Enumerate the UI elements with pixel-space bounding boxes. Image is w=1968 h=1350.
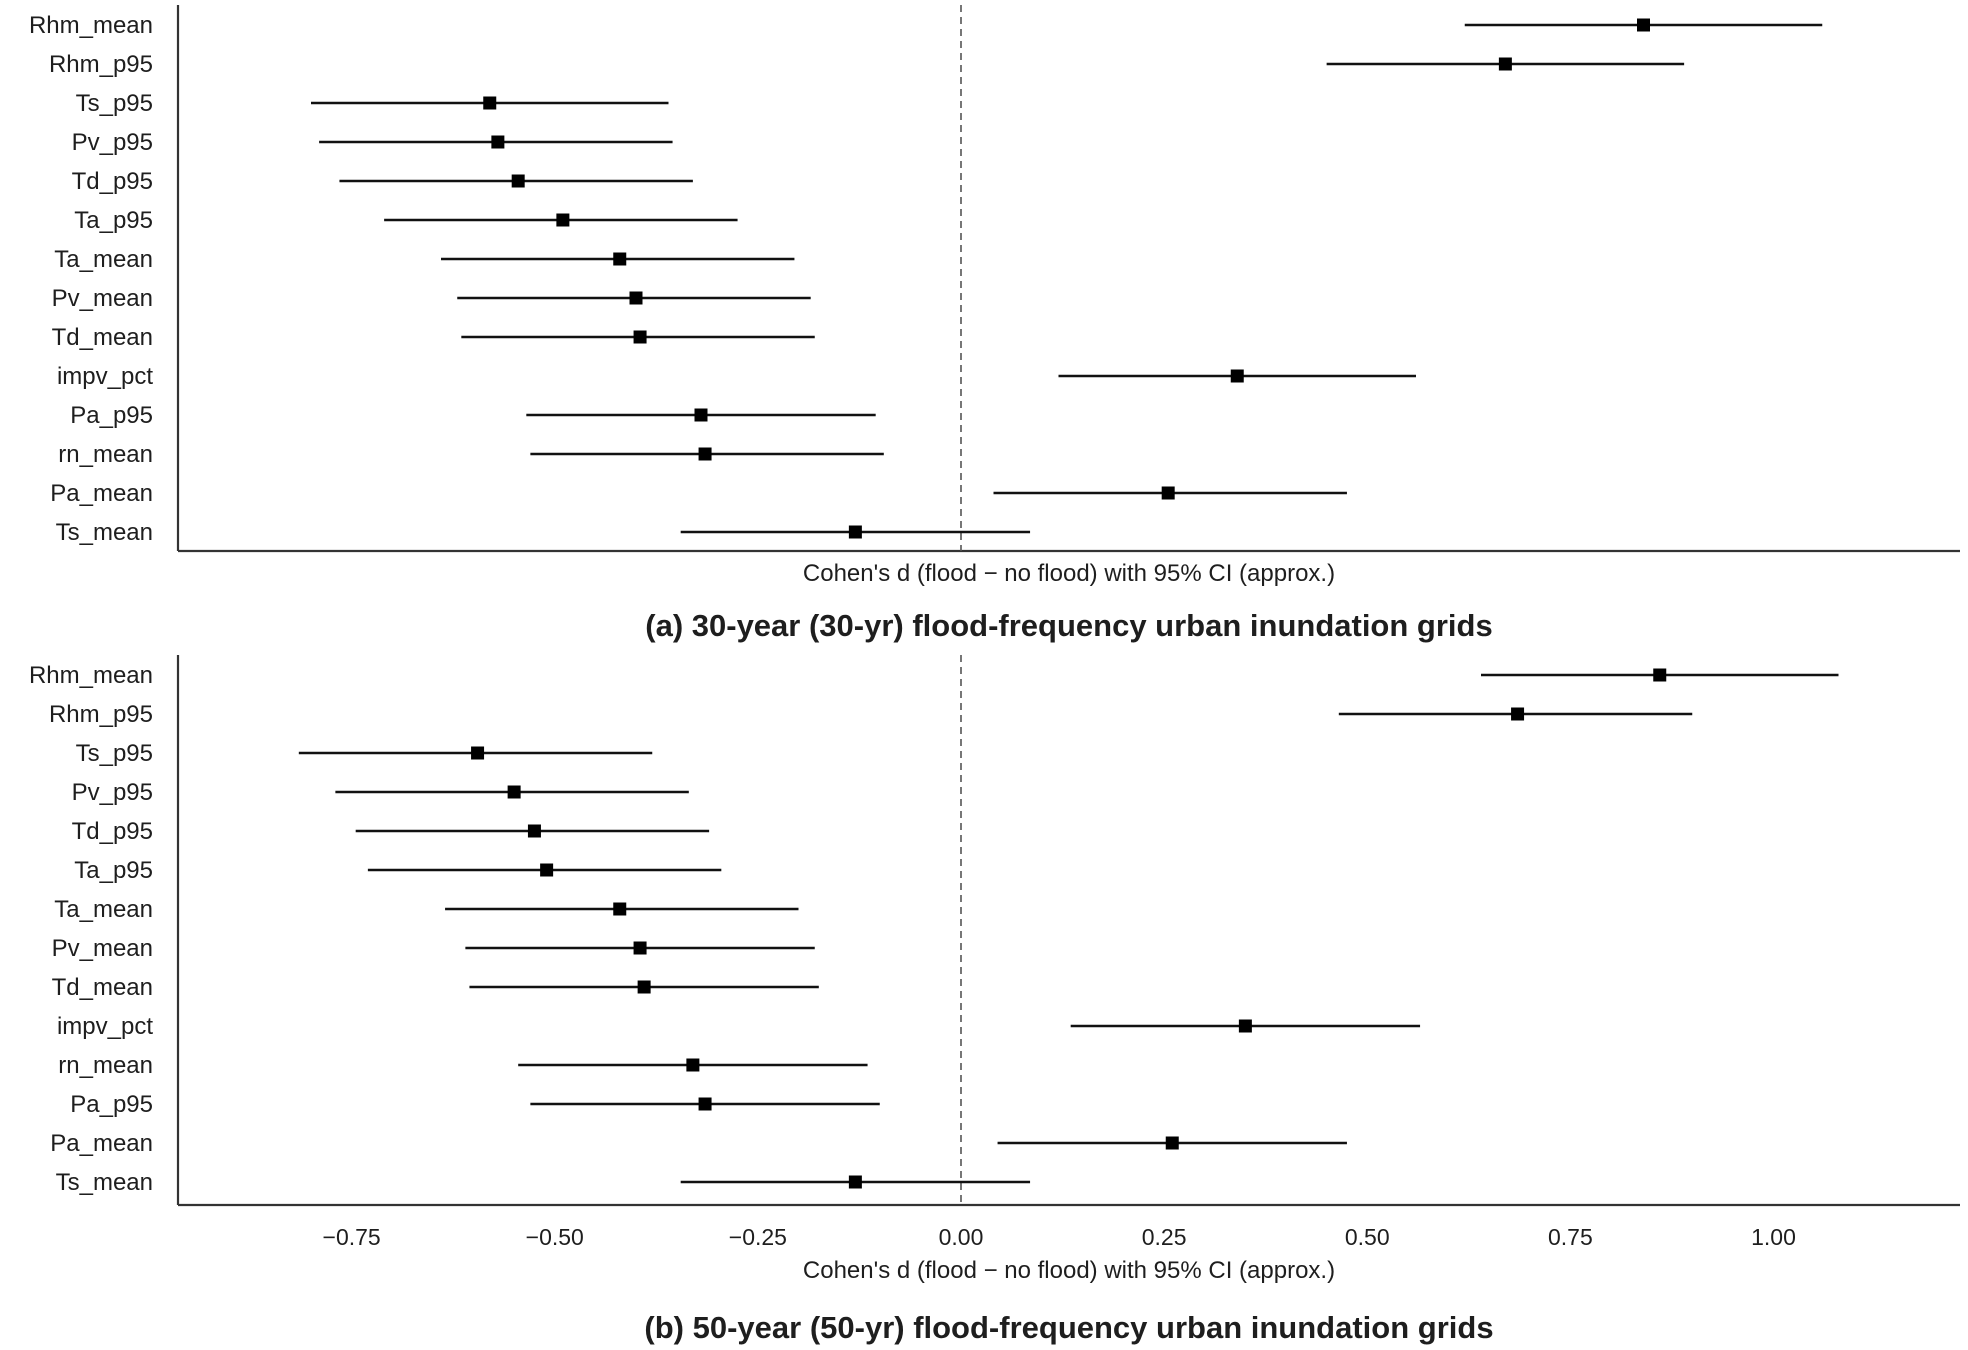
x-tick-label: −0.75: [323, 1224, 381, 1250]
effect-size-marker: [637, 980, 651, 994]
effect-size-marker: [694, 408, 708, 422]
effect-size-marker: [1498, 57, 1512, 71]
forest-row: impv_pct: [57, 1013, 1421, 1040]
forest-row: Td_p95: [72, 168, 693, 195]
y-tick-label: Pa_mean: [50, 480, 153, 507]
forest-row: Pa_mean: [50, 1130, 1347, 1157]
x-tick-label: 1.00: [1751, 1224, 1796, 1250]
forest-row: Td_p95: [72, 818, 710, 845]
y-tick-label: Ts_mean: [56, 519, 153, 546]
forest-row: Ta_mean: [54, 896, 799, 923]
forest-row: Pa_p95: [70, 402, 876, 429]
x-tick-label: −0.50: [526, 1224, 584, 1250]
effect-size-marker: [613, 252, 627, 266]
effect-size-marker: [491, 135, 505, 149]
forest-row: Rhm_mean: [29, 12, 1823, 39]
effect-size-marker: [556, 213, 570, 227]
effect-size-marker: [483, 96, 497, 110]
forest-row: Rhm_p95: [49, 51, 1685, 78]
forest-row: Ta_mean: [54, 246, 795, 273]
forest-row: Pa_mean: [50, 480, 1347, 507]
x-axis-label: Cohen's d (flood − no flood) with 95% CI…: [803, 560, 1335, 587]
forest-row: Pa_p95: [70, 1091, 880, 1118]
effect-size-marker: [507, 785, 521, 799]
effect-size-marker: [471, 746, 485, 760]
y-tick-label: Pv_mean: [52, 285, 153, 312]
x-tick-label: 0.75: [1548, 1224, 1593, 1250]
effect-size-marker: [848, 525, 862, 539]
effect-size-marker: [613, 902, 627, 916]
forest-row: rn_mean: [58, 1052, 868, 1079]
x-tick-label: −0.25: [729, 1224, 787, 1250]
effect-size-marker: [511, 174, 525, 188]
forest-row: impv_pct: [57, 363, 1416, 390]
forest-row: Ts_p95: [76, 740, 653, 767]
y-tick-label: Td_mean: [52, 974, 153, 1001]
y-tick-label: impv_pct: [57, 363, 153, 390]
forest-panel-b: Rhm_mean Rhm_p95 Ts_p95 Pv_p95 Td_p95 Ta_p95 T…: [29, 655, 1960, 1345]
forest-row: Pv_p95: [72, 779, 689, 806]
forest-row: Td_mean: [52, 324, 815, 351]
y-tick-label: Ta_mean: [54, 896, 153, 923]
panel-caption: (a) 30-year (30-yr) flood-frequency urba…: [645, 608, 1492, 643]
y-tick-label: Rhm_mean: [29, 662, 153, 689]
y-tick-label: Rhm_mean: [29, 12, 153, 39]
effect-size-marker: [1238, 1019, 1252, 1033]
forest-row: Pv_p95: [72, 129, 673, 156]
y-tick-label: Ts_p95: [76, 90, 153, 117]
y-tick-label: Rhm_p95: [49, 701, 153, 728]
forest-row: Pv_mean: [52, 285, 811, 312]
x-axis-label: Cohen's d (flood − no flood) with 95% CI…: [803, 1257, 1335, 1284]
forest-row: Ts_p95: [76, 90, 669, 117]
y-tick-label: Td_mean: [52, 324, 153, 351]
y-tick-label: Td_p95: [72, 168, 153, 195]
x-tick-label: 0.25: [1142, 1224, 1187, 1250]
y-tick-label: rn_mean: [58, 1052, 153, 1079]
x-tick-label: 0.00: [939, 1224, 984, 1250]
forest-row: Rhm_mean: [29, 662, 1839, 689]
y-tick-label: Pa_mean: [50, 1130, 153, 1157]
effect-size-marker: [1653, 668, 1667, 682]
effect-size-marker: [633, 941, 647, 955]
effect-size-marker: [1230, 369, 1244, 383]
effect-size-marker: [1511, 707, 1525, 721]
y-tick-label: Pv_p95: [72, 779, 153, 806]
forest-row: Rhm_p95: [49, 701, 1693, 728]
y-tick-label: Pv_p95: [72, 129, 153, 156]
forest-panel-a: Rhm_mean Rhm_p95 Ts_p95 Pv_p95 Td_p95 Ta_p95 T…: [29, 5, 1960, 643]
effect-size-marker: [698, 447, 712, 461]
effect-size-marker: [629, 291, 643, 305]
forest-row: rn_mean: [58, 441, 884, 468]
effect-size-marker: [1165, 1136, 1179, 1150]
forest-row: Ta_p95: [74, 207, 738, 234]
forest-row: Ta_p95: [74, 857, 722, 884]
forest-row: Ts_mean: [56, 519, 1031, 546]
y-tick-label: Ta_p95: [74, 857, 153, 884]
forest-row: Ts_mean: [56, 1169, 1031, 1196]
effect-size-marker: [698, 1097, 712, 1111]
y-tick-label: Pa_p95: [70, 1091, 153, 1118]
forest-row: Td_mean: [52, 974, 819, 1001]
y-tick-label: Rhm_p95: [49, 51, 153, 78]
effect-size-marker: [686, 1058, 700, 1072]
y-tick-label: Ta_mean: [54, 246, 153, 273]
effect-size-marker: [527, 824, 541, 838]
y-tick-label: Td_p95: [72, 818, 153, 845]
effect-size-marker: [1161, 486, 1175, 500]
y-tick-label: impv_pct: [57, 1013, 153, 1040]
x-tick-label: 0.50: [1345, 1224, 1390, 1250]
effect-size-marker: [633, 330, 647, 344]
y-tick-label: Ts_mean: [56, 1169, 153, 1196]
y-tick-label: Pv_mean: [52, 935, 153, 962]
y-tick-label: Ta_p95: [74, 207, 153, 234]
y-tick-label: Ts_p95: [76, 740, 153, 767]
effect-size-marker: [848, 1175, 862, 1189]
effect-size-marker: [1637, 18, 1650, 32]
effect-size-marker: [540, 863, 554, 877]
forest-row: Pv_mean: [52, 935, 815, 962]
y-tick-label: rn_mean: [58, 441, 153, 468]
panel-caption: (b) 50-year (50-yr) flood-frequency urba…: [644, 1310, 1493, 1345]
y-tick-label: Pa_p95: [70, 402, 153, 429]
